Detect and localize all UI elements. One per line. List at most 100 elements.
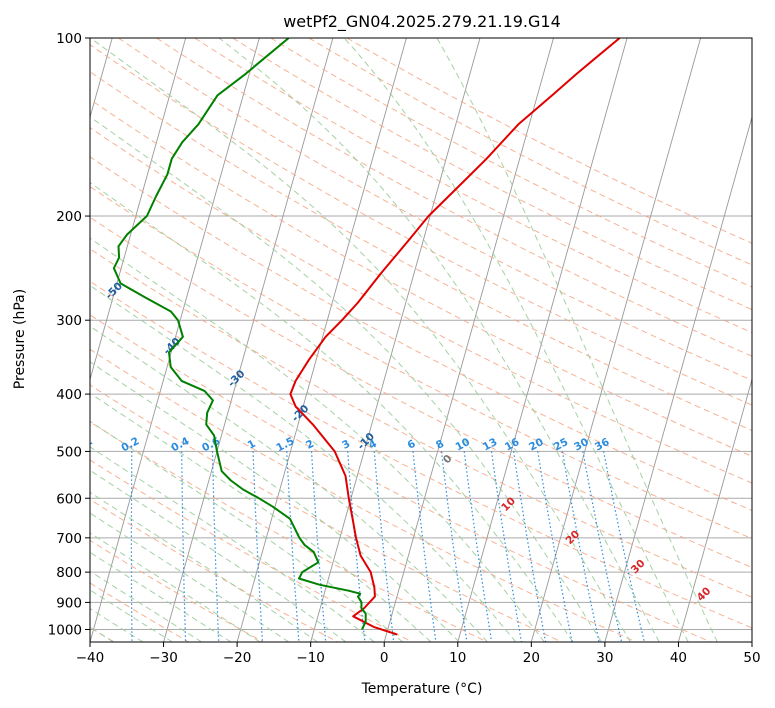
mixing-ratio-label: 36 <box>593 436 612 453</box>
isotherm-line <box>163 38 334 642</box>
moist-adiabat-line <box>90 392 432 642</box>
dry-adiabat-label: -60 <box>43 233 65 255</box>
chart-title: wetPf2_GN04.2025.279.21.19.G14 <box>283 12 561 32</box>
y-tick-label: 1000 <box>48 622 82 638</box>
moist-adiabat-line <box>436 38 718 642</box>
mixing-ratio-label: 13 <box>481 436 500 453</box>
y-tick-label: 500 <box>56 444 82 460</box>
moist-adiabat-line <box>90 446 375 642</box>
dry-adiabat-line <box>90 421 488 642</box>
mixing-ratio-line <box>130 451 133 642</box>
x-tick-label: 40 <box>670 650 687 666</box>
moist-adiabat-line <box>90 325 488 642</box>
y-tick-label: 100 <box>56 31 82 47</box>
y-tick-label: 800 <box>56 565 82 581</box>
y-tick-label: 300 <box>56 313 82 329</box>
dry-adiabat-label: -30 <box>226 368 248 390</box>
x-axis-label: Temperature (°C) <box>361 681 483 697</box>
x-tick-label: 20 <box>523 650 540 666</box>
y-tick-label: 400 <box>56 387 82 403</box>
mixing-ratio-label: 25 <box>552 436 571 453</box>
isotherm-line <box>604 115 752 642</box>
isotherm-line <box>457 38 628 642</box>
axes: −40 −30 −20 −10 0 10 20 30 40 50 100 200 300 400 500 60… <box>48 31 761 666</box>
y-axis-label: Pressure (hPa) <box>12 289 28 389</box>
x-tick-label: 30 <box>596 650 613 666</box>
plot-frame <box>89 37 753 643</box>
dry-adiabat-line <box>308 38 752 266</box>
dry-adiabat-line <box>90 459 413 642</box>
mixing-ratio-label: 10 <box>454 436 473 453</box>
x-tick-label: 50 <box>743 650 760 666</box>
moist-adiabat-line <box>90 491 318 642</box>
mixing-ratio-label: 3 <box>340 438 352 452</box>
dry-adiabat-line <box>90 314 711 642</box>
mixing-ratio-line <box>286 451 300 642</box>
x-tick-label: −10 <box>296 650 325 666</box>
dry-adiabat-line <box>90 539 264 642</box>
plot-area: 0.10.20.40.611.52346810131620253036-100-… <box>0 38 752 642</box>
isotherm-line <box>236 38 407 642</box>
mixing-ratio-line <box>252 451 264 642</box>
x-tick-label: 10 <box>449 650 466 666</box>
mixing-ratio-line <box>537 451 573 642</box>
y-tick-label: 200 <box>56 209 82 225</box>
moist-adiabat-label: 20 <box>563 528 582 547</box>
mixing-ratio-line <box>463 451 493 642</box>
x-tick-label: −40 <box>76 650 105 666</box>
moist-adiabat-line <box>90 512 290 642</box>
dry-adiabat-line <box>156 38 752 357</box>
dry-adiabat-line <box>90 498 339 642</box>
isotherm-line <box>310 38 481 642</box>
dry-adiabat-line <box>90 156 752 512</box>
moist-adiabat-line <box>90 237 545 642</box>
dry-adiabat-line <box>118 38 752 381</box>
mixing-ratio-line <box>561 451 600 642</box>
moist-adiabat-label: 40 <box>695 585 714 604</box>
isotherm-line <box>530 38 702 642</box>
mixing-ratio-label: 8 <box>434 438 446 452</box>
moist-adiabat-line <box>90 38 631 642</box>
y-tick-label: 900 <box>56 595 82 611</box>
dry-adiabat-label: -20 <box>289 403 311 425</box>
mixing-ratio-line <box>603 451 645 642</box>
dry-adiabat-line <box>90 44 752 406</box>
dry-adiabat-line <box>270 38 752 288</box>
dry-adiabat-line <box>194 38 752 334</box>
isotherm-line <box>383 38 554 642</box>
x-tick-label: 0 <box>380 650 389 666</box>
mixing-ratio-line <box>82 451 85 642</box>
moist-adiabat-line <box>90 116 602 642</box>
moist-adiabat-line <box>218 38 660 642</box>
dry-adiabat-label: -70 <box>0 187 4 209</box>
moist-adiabat-line <box>90 469 347 642</box>
mixing-ratio-line <box>490 451 523 642</box>
moist-adiabat-line <box>90 420 403 642</box>
dry-adiabat-line <box>90 216 752 569</box>
dry-adiabat-line <box>90 248 752 598</box>
mixing-ratio-line <box>440 451 468 642</box>
mixing-ratio-label: 16 <box>503 436 522 453</box>
moist-adiabat-line <box>90 284 517 642</box>
mixing-ratio-label: 0.1 <box>73 435 95 454</box>
dry-adiabat-line <box>90 71 752 432</box>
mixing-ratio-line <box>582 451 623 642</box>
mixing-ratio-line <box>513 451 547 642</box>
dry-adiabat-line <box>90 280 752 629</box>
x-tick-label: −20 <box>223 650 252 666</box>
dry-adiabat-line <box>90 185 752 540</box>
moist-adiabat-line <box>343 38 689 642</box>
dry-adiabat-line <box>90 384 562 642</box>
temperature-profile <box>289 38 621 636</box>
mixing-ratio-label: 20 <box>527 436 546 453</box>
isotherm-line <box>90 38 187 382</box>
dry-adiabat-line <box>346 38 752 244</box>
y-tick-label: 600 <box>56 491 82 507</box>
isotherm-line <box>751 640 752 642</box>
isotherm-line <box>677 377 752 642</box>
dry-adiabat-line <box>90 127 752 484</box>
mixing-ratio-label: 1 <box>246 438 258 452</box>
moist-adiabat-line <box>90 532 261 642</box>
moist-adiabat-line <box>90 361 460 642</box>
